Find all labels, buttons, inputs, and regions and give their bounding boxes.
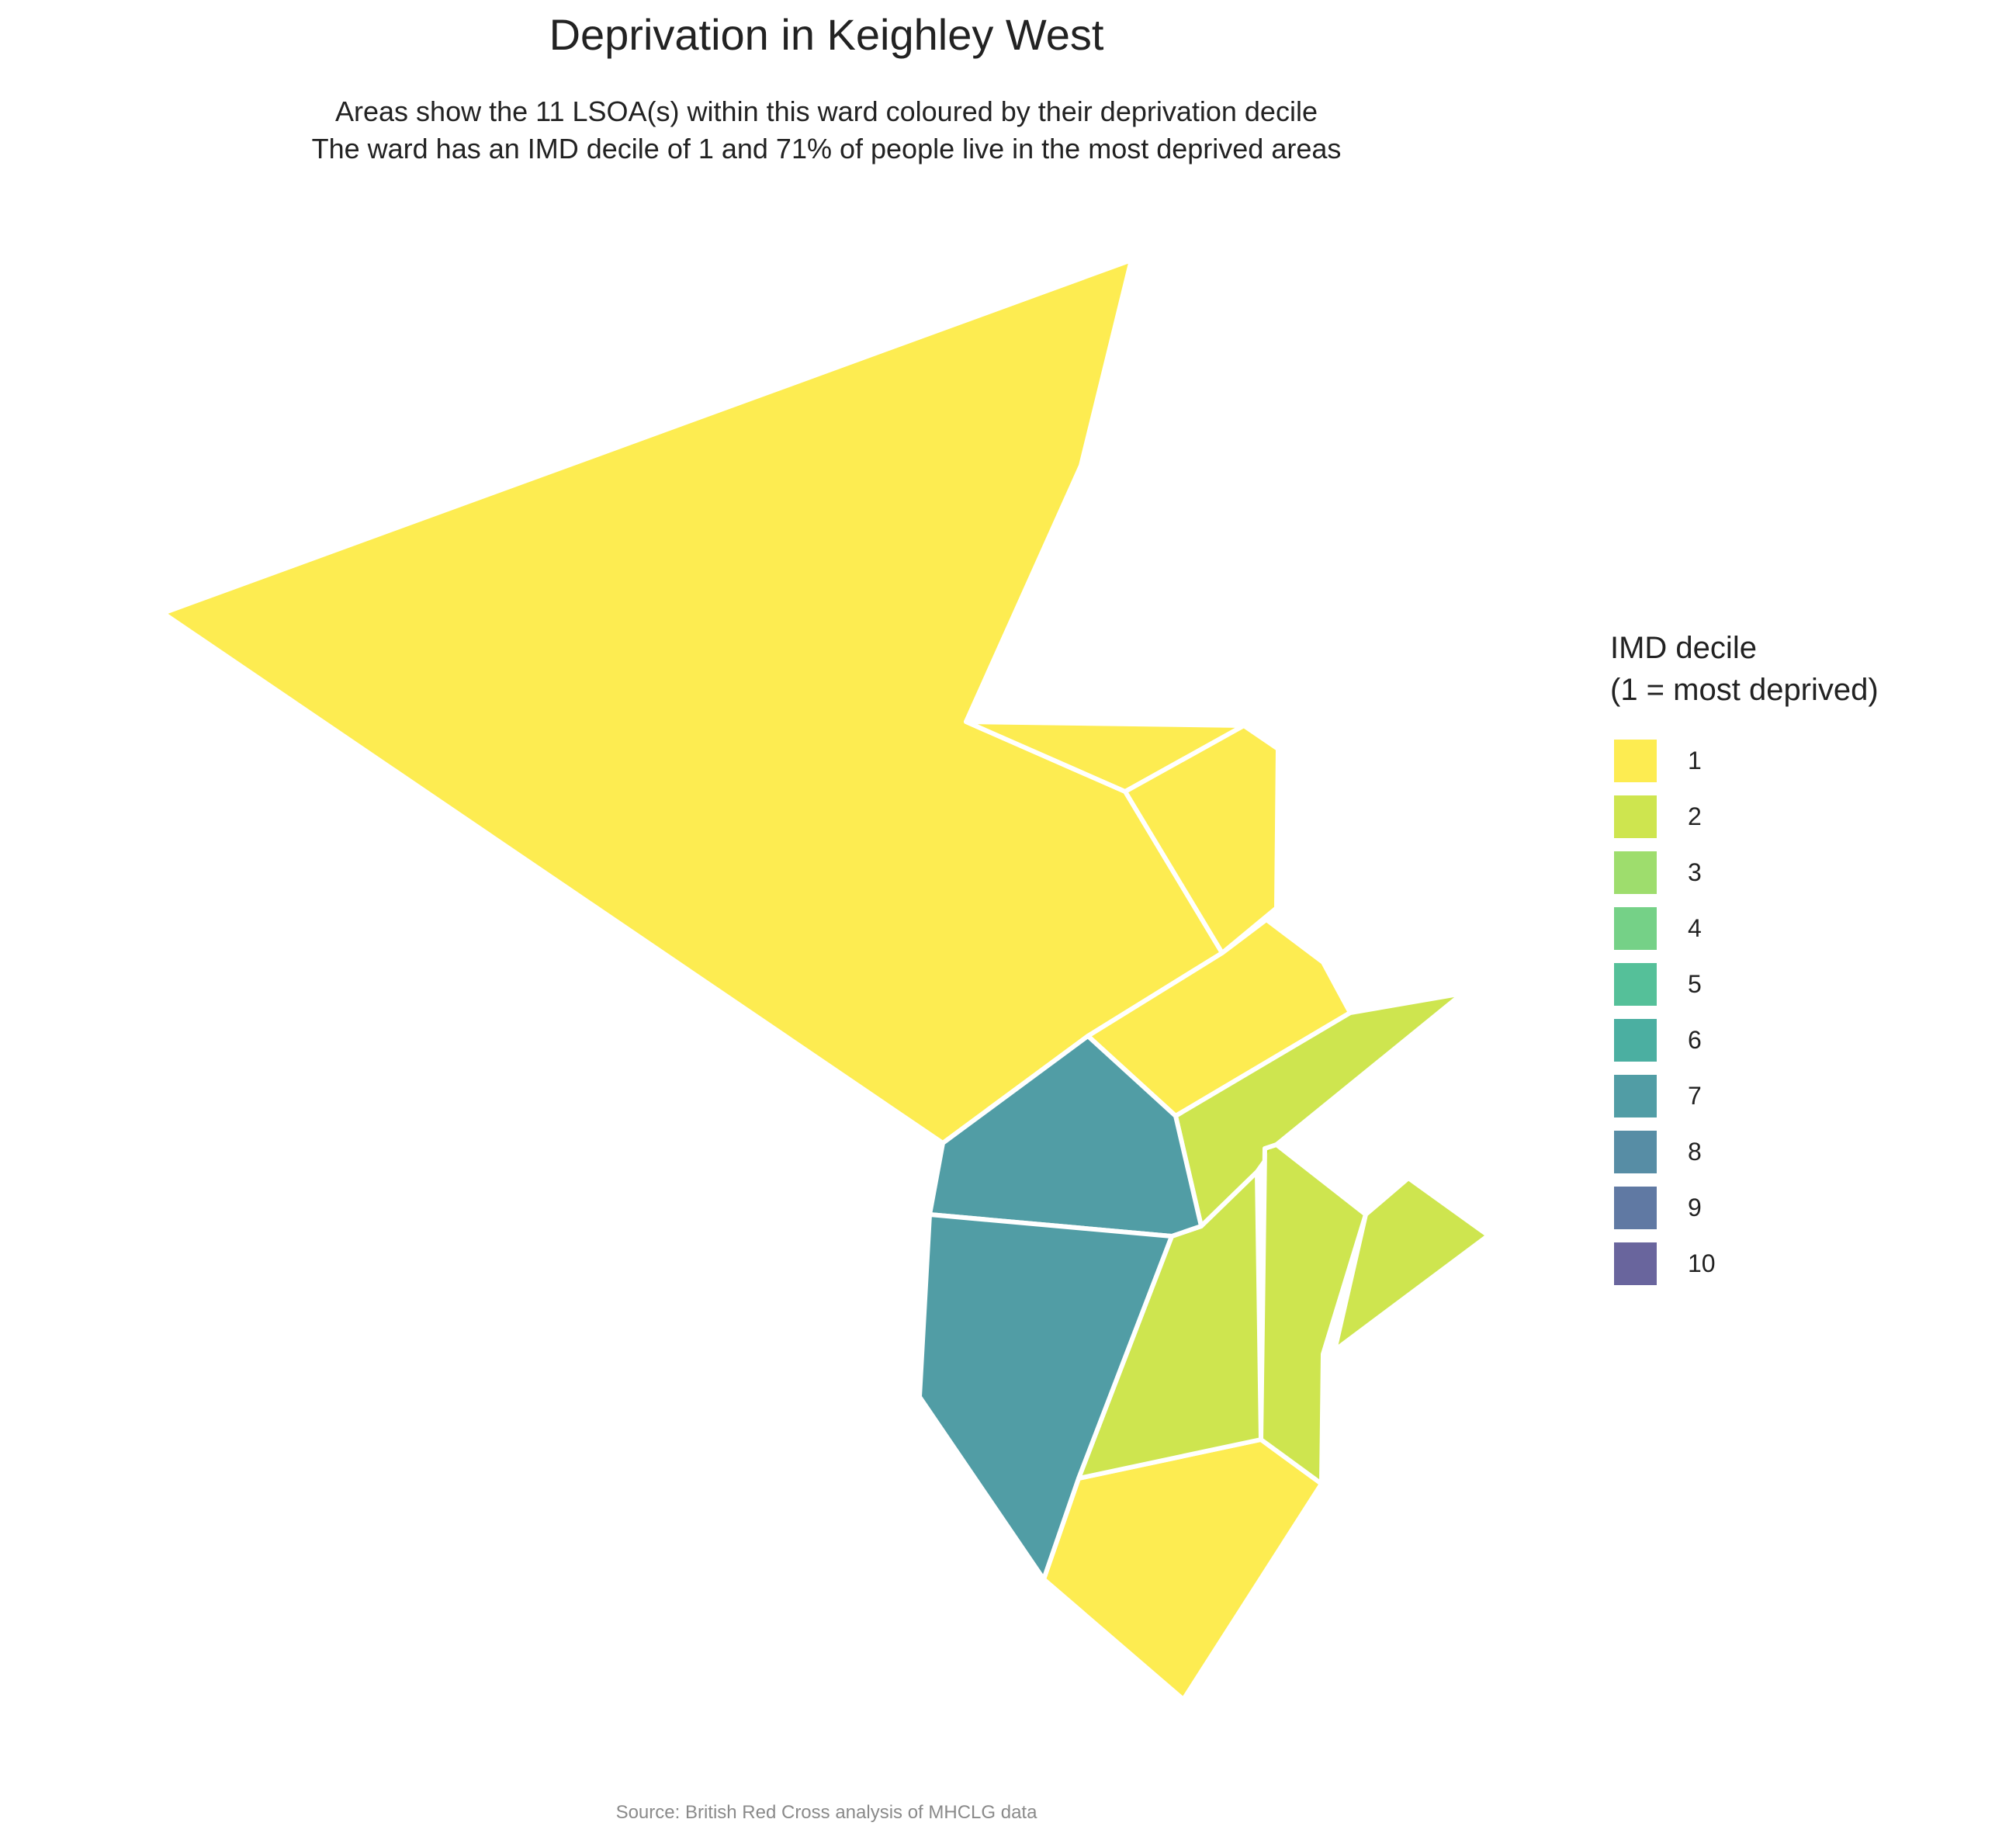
legend-label: 4 [1688, 913, 1702, 942]
legend-item: 6 [1610, 1012, 1879, 1068]
legend-swatch [1614, 851, 1657, 894]
legend-label: 9 [1688, 1193, 1702, 1221]
legend-label: 5 [1688, 969, 1702, 998]
legend-item: 4 [1610, 900, 1879, 956]
legend-title: IMD decile (1 = most deprived) [1610, 631, 1879, 707]
legend-label: 8 [1688, 1137, 1702, 1166]
map-title: Deprivation in Keighley West [549, 10, 1104, 59]
lsoa-area [1332, 1176, 1491, 1353]
subtitle-line-2: The ward has an IMD decile of 1 and 71% … [311, 133, 1342, 165]
legend: IMD decile (1 = most deprived) 1 2 3 4 5 6 7 8 9… [1610, 627, 1879, 1291]
legend-label: 7 [1688, 1081, 1702, 1110]
legend-item: 9 [1610, 1180, 1879, 1235]
legend-item: 3 [1610, 844, 1879, 900]
lsoa-area [1259, 1142, 1368, 1486]
legend-label: 6 [1688, 1025, 1702, 1054]
legend-swatch [1614, 795, 1657, 838]
subtitle-line-1: Areas show the 11 LSOA(s) within this wa… [335, 95, 1318, 127]
legend-swatch [1614, 1074, 1657, 1117]
legend-item: 10 [1610, 1235, 1879, 1291]
legend-swatch [1614, 906, 1657, 950]
lsoa-area [161, 258, 1224, 1145]
legend-label: 10 [1688, 1249, 1716, 1277]
legend-swatch [1614, 1242, 1657, 1285]
legend-label: 1 [1688, 746, 1702, 774]
lsoa-area [1123, 723, 1280, 955]
legend-swatch [1614, 1186, 1657, 1229]
legend-swatch [1614, 962, 1657, 1006]
legend-item: 5 [1610, 956, 1879, 1012]
legend-swatch [1614, 1130, 1657, 1173]
legend-item: 1 [1610, 733, 1879, 788]
lsoa-area [917, 1212, 1174, 1582]
source-caption: Source: British Red Cross analysis of MH… [615, 1802, 1037, 1823]
legend-items: 1 2 3 4 5 6 7 8 9 10 [1610, 733, 1879, 1291]
map-subtitle: Areas show the 11 LSOA(s) within this wa… [0, 93, 1653, 168]
legend-item: 2 [1610, 788, 1879, 844]
legend-label: 3 [1688, 858, 1702, 886]
legend-item: 8 [1610, 1124, 1879, 1180]
legend-label: 2 [1688, 802, 1702, 830]
legend-swatch [1614, 1018, 1657, 1062]
legend-swatch [1614, 739, 1657, 782]
legend-item: 7 [1610, 1068, 1879, 1124]
